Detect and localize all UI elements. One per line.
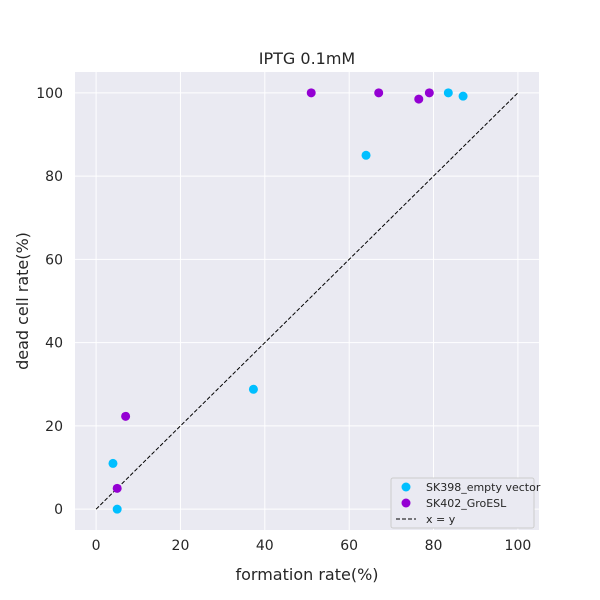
data-point (108, 458, 118, 468)
y-tick-label: 60 (45, 252, 63, 268)
grid-lines (75, 72, 539, 530)
data-point (374, 88, 384, 98)
data-point (458, 91, 468, 101)
legend-marker (401, 498, 411, 508)
data-point (112, 483, 122, 493)
legend-label: SK402_GroESL (426, 497, 507, 510)
legend-marker (401, 482, 411, 492)
x-axis-label: formation rate(%) (235, 565, 378, 584)
x-tick-label: 100 (505, 538, 532, 554)
x-tick-label: 60 (340, 538, 358, 554)
data-point (121, 411, 131, 421)
y-tick-labels: 0 20 40 60 80 100 (36, 86, 63, 518)
y-tick-label: 100 (36, 86, 63, 102)
data-point (424, 88, 434, 98)
legend-box (390, 477, 535, 529)
x-tick-label: 0 (92, 538, 101, 554)
legend-label: x = y (426, 513, 456, 526)
y-tick-label: 20 (45, 419, 63, 435)
y-tick-label: 0 (54, 502, 63, 518)
x-tick-label: 40 (256, 538, 274, 554)
data-point (306, 88, 316, 98)
data-point (248, 384, 258, 394)
x-tick-labels: 0 20 40 60 80 100 (92, 538, 532, 554)
chart-title: IPTG 0.1mM (259, 49, 355, 68)
y-tick-label: 80 (45, 169, 63, 185)
y-tick-label: 40 (45, 336, 63, 352)
data-point (361, 150, 371, 160)
data-point (443, 88, 453, 98)
data-point (414, 94, 424, 104)
legend-label: SK398_empty vector (426, 481, 541, 494)
x-tick-label: 20 (172, 538, 190, 554)
reference-line (95, 92, 519, 510)
data-points (108, 88, 468, 514)
data-point (112, 504, 122, 514)
reference-line-group (95, 92, 519, 510)
y-axis-label: dead cell rate(%) (13, 232, 32, 370)
x-tick-label: 80 (425, 538, 443, 554)
